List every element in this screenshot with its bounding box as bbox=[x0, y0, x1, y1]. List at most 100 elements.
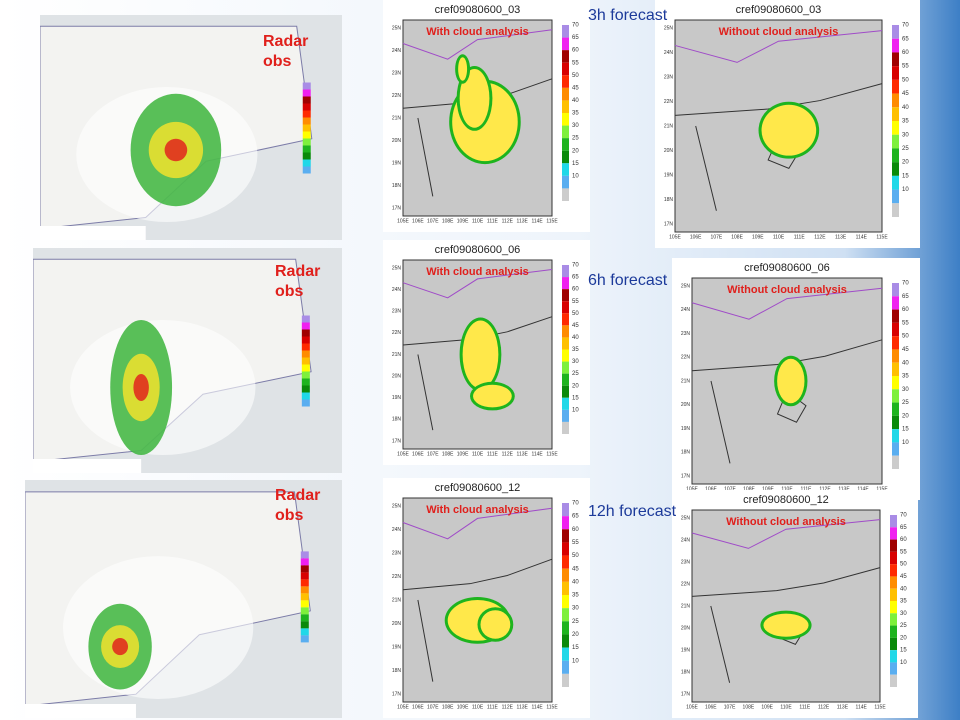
colorbar-label: 65 bbox=[572, 275, 579, 281]
lat-label: 25N bbox=[392, 265, 402, 271]
legend-swatch bbox=[301, 364, 310, 372]
lon-label: 113E bbox=[517, 218, 529, 224]
colorbar-label: 50 bbox=[572, 73, 579, 79]
lon-label: 106E bbox=[412, 704, 424, 710]
colorbar-label: 35 bbox=[572, 347, 579, 353]
lat-label: 22N bbox=[664, 99, 674, 105]
lat-label: 17N bbox=[681, 691, 691, 697]
lat-label: 24N bbox=[392, 48, 402, 54]
colorbar-label: 15 bbox=[572, 395, 579, 401]
colorbar-swatch bbox=[562, 361, 569, 374]
lat-label: 18N bbox=[392, 668, 402, 674]
colorbar-label: 25 bbox=[900, 623, 907, 629]
forecast-panel: cref09080600_03 Without cloud analysis 25N… bbox=[655, 0, 920, 248]
colorbar-label: 40 bbox=[572, 579, 579, 585]
lon-label: 113E bbox=[838, 486, 850, 492]
lon-label: 105E bbox=[686, 704, 698, 710]
lat-label: 19N bbox=[392, 395, 402, 401]
lon-label: 115E bbox=[874, 704, 886, 710]
lon-label: 109E bbox=[457, 704, 469, 710]
lat-label: 24N bbox=[681, 307, 691, 313]
colorbar-swatch bbox=[562, 325, 569, 338]
lat-label: 20N bbox=[664, 148, 674, 154]
colorbar-label: 45 bbox=[572, 566, 579, 572]
colorbar-swatch bbox=[892, 121, 899, 135]
lon-label: 113E bbox=[517, 704, 529, 710]
colorbar-swatch bbox=[562, 421, 569, 434]
colorbar-label: 15 bbox=[900, 648, 907, 654]
colorbar-swatch bbox=[890, 662, 897, 675]
colorbar-label: 15 bbox=[902, 427, 909, 433]
colorbar-swatch bbox=[892, 189, 899, 204]
lon-label: 107E bbox=[427, 451, 439, 457]
lat-label: 18N bbox=[392, 417, 402, 423]
lat-label: 22N bbox=[392, 93, 402, 99]
colorbar-label: 55 bbox=[572, 60, 579, 66]
echo-core bbox=[777, 358, 805, 404]
echo-core bbox=[462, 320, 499, 389]
colorbar-label: 25 bbox=[572, 371, 579, 377]
colorbar-label: 70 bbox=[572, 501, 579, 507]
legend-swatch bbox=[302, 117, 311, 125]
colorbar-label: 10 bbox=[900, 660, 907, 666]
lon-label: 106E bbox=[412, 218, 424, 224]
colorbar-swatch bbox=[562, 349, 569, 362]
forecast-panel: cref09080600_12 Without cloud analysis 25N… bbox=[672, 490, 918, 718]
colorbar-swatch bbox=[562, 313, 569, 326]
legend-swatch bbox=[300, 551, 309, 559]
colorbar-label: 70 bbox=[572, 263, 579, 269]
radar-image bbox=[33, 248, 342, 473]
colorbar-label: 50 bbox=[900, 562, 907, 568]
lon-label: 107E bbox=[427, 704, 439, 710]
lon-label: 109E bbox=[457, 218, 469, 224]
legend-swatch bbox=[302, 138, 311, 146]
colorbar-swatch bbox=[562, 673, 569, 687]
lon-label: 111E bbox=[799, 704, 811, 710]
radar-image bbox=[25, 480, 342, 718]
obs-label: Radar obs bbox=[275, 487, 321, 524]
lon-label: 108E bbox=[743, 704, 755, 710]
colorbar-label: 25 bbox=[572, 619, 579, 625]
lon-label: 107E bbox=[724, 704, 736, 710]
legend-swatch bbox=[301, 371, 310, 379]
colorbar-swatch bbox=[562, 100, 569, 113]
colorbar-swatch bbox=[562, 301, 569, 314]
legend-swatch bbox=[302, 96, 311, 104]
lon-label: 105E bbox=[397, 218, 409, 224]
panel-title: cref09080600_06 bbox=[435, 244, 521, 256]
lon-label: 112E bbox=[814, 234, 826, 240]
echo-core bbox=[458, 57, 468, 81]
forecast-panel: cref09080600_06 With cloud analysis 25N 24N… bbox=[383, 240, 590, 465]
lon-label: 110E bbox=[773, 234, 785, 240]
colorbar-label: 50 bbox=[902, 77, 909, 83]
colorbar-label: 45 bbox=[572, 323, 579, 329]
legend-swatch bbox=[301, 322, 310, 330]
lon-label: 106E bbox=[690, 234, 702, 240]
colorbar-swatch bbox=[562, 188, 569, 201]
colorbar-swatch bbox=[892, 296, 899, 310]
lon-label: 111E bbox=[487, 218, 499, 224]
colorbar-swatch bbox=[562, 621, 569, 635]
panel-subtitle: With cloud analysis bbox=[426, 504, 529, 516]
lon-label: 109E bbox=[752, 234, 764, 240]
lon-label: 105E bbox=[397, 451, 409, 457]
colorbar-label: 60 bbox=[572, 287, 579, 293]
forecast-label: 12h forecast bbox=[588, 503, 677, 520]
colorbar-swatch bbox=[562, 163, 569, 176]
lat-label: 23N bbox=[392, 70, 402, 76]
colorbar-swatch bbox=[562, 25, 569, 38]
echo-core bbox=[459, 69, 490, 128]
lon-label: 111E bbox=[487, 451, 499, 457]
colorbar-swatch bbox=[890, 601, 897, 614]
colorbar-swatch bbox=[562, 595, 569, 609]
lon-label: 114E bbox=[857, 486, 869, 492]
legend-swatch bbox=[301, 392, 310, 400]
colorbar-swatch bbox=[892, 148, 899, 163]
colorbar-label: 15 bbox=[572, 161, 579, 167]
colorbar-swatch bbox=[892, 107, 899, 121]
lat-label: 23N bbox=[681, 331, 691, 337]
lon-label: 106E bbox=[705, 704, 717, 710]
legend-swatch bbox=[301, 315, 310, 323]
lon-label: 114E bbox=[856, 234, 868, 240]
lon-label: 108E bbox=[442, 704, 454, 710]
